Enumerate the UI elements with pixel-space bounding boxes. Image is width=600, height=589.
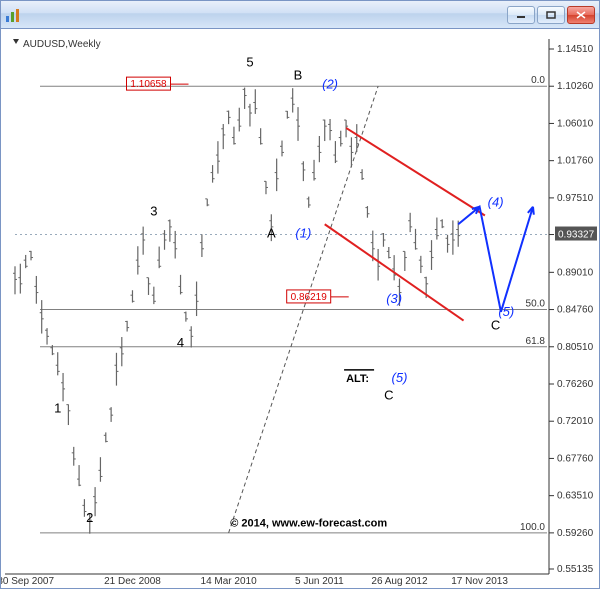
svg-text:0.55135: 0.55135 <box>557 564 594 575</box>
minimize-button[interactable] <box>507 6 535 24</box>
svg-text:A: A <box>267 225 276 240</box>
svg-text:ALT:: ALT: <box>346 373 369 385</box>
price-chart: 1.14510 1.10260 1.06010 1.01760 0.97510 0.933… <box>1 29 599 588</box>
svg-text:© 2014, www.ew-forecast.com: © 2014, www.ew-forecast.com <box>230 517 387 529</box>
svg-text:(5): (5) <box>498 304 514 319</box>
maximize-button[interactable] <box>537 6 565 24</box>
svg-text:2: 2 <box>86 510 93 525</box>
svg-text:B: B <box>294 68 303 83</box>
svg-text:5 Jun 2011: 5 Jun 2011 <box>295 576 344 587</box>
svg-text:1.06010: 1.06010 <box>557 118 594 129</box>
app-window: 1.14510 1.10260 1.06010 1.01760 0.97510 0.933… <box>0 0 600 589</box>
svg-text:(5): (5) <box>392 370 408 385</box>
svg-text:C: C <box>384 387 393 402</box>
svg-text:(3): (3) <box>386 291 402 306</box>
svg-text:3: 3 <box>150 203 157 218</box>
svg-text:0.76260: 0.76260 <box>557 379 594 390</box>
svg-text:1.10658: 1.10658 <box>130 79 167 90</box>
svg-text:61.8: 61.8 <box>526 336 546 347</box>
svg-text:100.0: 100.0 <box>520 522 545 533</box>
svg-text:0.63510: 0.63510 <box>557 491 594 502</box>
svg-text:50.0: 50.0 <box>526 299 546 310</box>
svg-text:(2): (2) <box>322 76 338 91</box>
svg-text:17 Nov 2013: 17 Nov 2013 <box>451 576 508 587</box>
svg-text:0.93327: 0.93327 <box>558 230 595 241</box>
svg-text:1.10260: 1.10260 <box>557 81 594 92</box>
chart-app-icon <box>5 7 21 23</box>
svg-text:0.86219: 0.86219 <box>291 292 328 303</box>
svg-text:30 Sep 2007: 30 Sep 2007 <box>1 576 54 587</box>
svg-text:0.59260: 0.59260 <box>557 528 594 539</box>
titlebar[interactable] <box>1 1 599 29</box>
svg-text:0.67760: 0.67760 <box>557 453 594 464</box>
svg-text:0.97510: 0.97510 <box>557 193 594 204</box>
svg-text:0.72010: 0.72010 <box>557 416 594 427</box>
svg-text:AUDUSD,Weekly: AUDUSD,Weekly <box>23 39 101 50</box>
svg-text:(1): (1) <box>295 225 311 240</box>
svg-text:21 Dec 2008: 21 Dec 2008 <box>104 576 161 587</box>
svg-text:1: 1 <box>54 401 61 416</box>
svg-text:0.89010: 0.89010 <box>557 267 594 278</box>
svg-text:(4): (4) <box>488 195 504 210</box>
svg-text:5: 5 <box>246 55 253 70</box>
svg-text:0.84760: 0.84760 <box>557 305 594 316</box>
svg-text:0.80510: 0.80510 <box>557 342 594 353</box>
svg-text:14 Mar 2010: 14 Mar 2010 <box>201 576 258 587</box>
svg-text:1.14510: 1.14510 <box>557 44 594 55</box>
svg-text:26 Aug 2012: 26 Aug 2012 <box>371 576 428 587</box>
svg-text:C: C <box>491 317 500 332</box>
close-button[interactable] <box>567 6 595 24</box>
window-controls <box>507 6 595 24</box>
svg-text:1.01760: 1.01760 <box>557 156 594 167</box>
svg-text:0.0: 0.0 <box>531 75 545 86</box>
chart-area[interactable]: 1.14510 1.10260 1.06010 1.01760 0.97510 0.933… <box>1 29 599 588</box>
svg-text:4: 4 <box>177 335 184 350</box>
